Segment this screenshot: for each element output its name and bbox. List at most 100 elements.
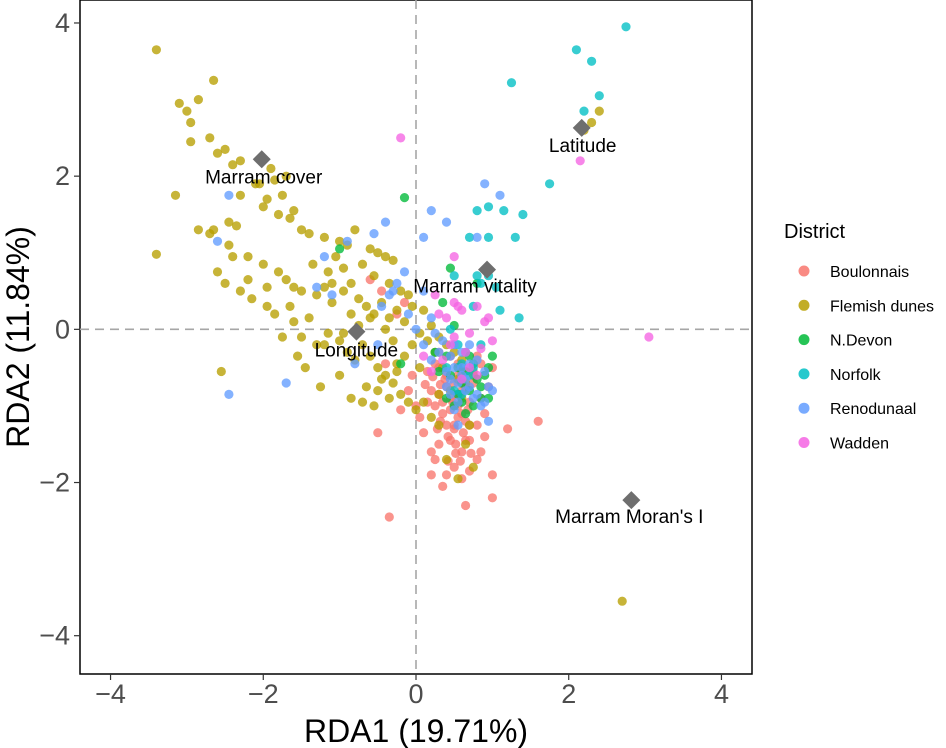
point-flemish-dunes	[392, 366, 402, 377]
point-boulonnais	[451, 448, 461, 458]
point-flemish-dunes	[315, 382, 326, 392]
point-renodunaal	[377, 301, 387, 311]
point-flemish-dunes	[304, 313, 314, 323]
point-wadden	[430, 290, 440, 300]
point-wadden	[472, 301, 482, 311]
point-boulonnais	[472, 454, 482, 465]
point-flemish-dunes	[396, 389, 406, 399]
vector-label: Latitude	[549, 136, 617, 157]
point-renodunaal	[472, 355, 482, 365]
point-boulonnais	[455, 456, 465, 466]
point-flemish-dunes	[346, 309, 356, 319]
point-renodunaal	[281, 378, 291, 388]
point-flemish-dunes	[346, 393, 356, 403]
vector-label: Marram vitality	[413, 277, 537, 298]
point-n-devon	[335, 244, 345, 254]
point-flemish-dunes	[182, 106, 192, 116]
vector-marker	[622, 491, 641, 510]
point-flemish-dunes	[285, 301, 295, 311]
point-renodunaal	[483, 416, 494, 426]
point-flemish-dunes	[304, 229, 314, 239]
point-boulonnais	[380, 359, 391, 369]
point-flemish-dunes	[373, 363, 383, 373]
point-renodunaal	[453, 397, 463, 407]
point-norfolk	[510, 232, 520, 242]
vector-label: Marram cover	[205, 167, 323, 188]
point-boulonnais	[480, 432, 490, 442]
point-flemish-dunes	[396, 286, 406, 296]
point-boulonnais	[377, 286, 387, 296]
legend-title: District	[784, 221, 846, 243]
point-flemish-dunes	[285, 213, 295, 223]
x-tick-label: −2	[248, 679, 279, 709]
point-flemish-dunes	[426, 412, 436, 422]
point-renodunaal	[445, 389, 455, 399]
point-flemish-dunes	[319, 282, 329, 292]
point-flemish-dunes	[373, 248, 383, 258]
point-flemish-dunes	[300, 363, 310, 373]
point-flemish-dunes	[243, 275, 253, 285]
point-flemish-dunes	[369, 271, 379, 281]
point-flemish-dunes	[365, 351, 375, 361]
point-renodunaal	[327, 290, 337, 300]
point-flemish-dunes	[346, 278, 356, 288]
point-flemish-dunes	[216, 366, 226, 377]
point-n-devon	[434, 366, 444, 377]
point-flemish-dunes	[434, 420, 444, 430]
point-flemish-dunes	[319, 232, 329, 242]
point-n-devon	[399, 193, 410, 203]
point-boulonnais	[458, 428, 468, 438]
point-norfolk	[483, 232, 494, 242]
legend-label: Renodunaal	[830, 401, 916, 418]
point-flemish-dunes	[331, 252, 341, 262]
point-flemish-dunes	[388, 336, 398, 346]
point-flemish-dunes	[335, 336, 345, 346]
point-renodunaal	[457, 363, 467, 373]
point-wadden	[449, 332, 459, 342]
point-flemish-dunes	[254, 179, 265, 189]
point-boulonnais	[472, 420, 482, 430]
point-n-devon	[487, 351, 497, 361]
point-flemish-dunes	[262, 282, 272, 292]
y-tick-label: 4	[55, 8, 70, 38]
point-flemish-dunes	[258, 259, 268, 269]
point-flemish-dunes	[289, 206, 299, 216]
point-renodunaal	[464, 340, 475, 350]
point-norfolk	[579, 106, 589, 116]
point-norfolk	[499, 206, 509, 216]
point-renodunaal	[441, 382, 452, 392]
point-flemish-dunes	[407, 340, 417, 350]
point-boulonnais	[419, 428, 429, 438]
point-boulonnais	[476, 447, 486, 457]
point-renodunaal	[426, 355, 436, 365]
point-flemish-dunes	[357, 340, 368, 350]
legend-key	[798, 368, 810, 380]
y-tick-label: −2	[39, 468, 70, 498]
point-flemish-dunes	[273, 209, 284, 220]
y-tick-label: 0	[55, 314, 70, 344]
point-flemish-dunes	[342, 347, 352, 357]
point-flemish-dunes	[228, 252, 238, 262]
point-renodunaal	[319, 252, 329, 262]
legend: District Boulonnais Flemish dunes N.Devon N…	[784, 221, 934, 453]
point-flemish-dunes	[361, 382, 371, 392]
point-renodunaal	[434, 347, 444, 357]
point-renodunaal	[342, 236, 352, 246]
point-flemish-dunes	[350, 225, 360, 235]
point-flemish-dunes	[365, 244, 375, 254]
point-flemish-dunes	[323, 328, 333, 338]
point-flemish-dunes	[369, 401, 379, 411]
point-wadden	[461, 347, 471, 357]
point-flemish-dunes	[205, 229, 215, 239]
point-flemish-dunes	[399, 351, 410, 361]
point-flemish-dunes	[365, 313, 375, 323]
x-tick-label: 2	[561, 679, 576, 709]
point-n-devon	[445, 263, 455, 273]
point-renodunaal	[419, 340, 429, 350]
point-wadden	[487, 336, 497, 346]
point-flemish-dunes	[293, 351, 303, 361]
point-flemish-dunes	[209, 75, 219, 85]
point-wadden	[464, 328, 475, 338]
vector-marker	[252, 150, 271, 169]
point-renodunaal	[487, 386, 497, 396]
